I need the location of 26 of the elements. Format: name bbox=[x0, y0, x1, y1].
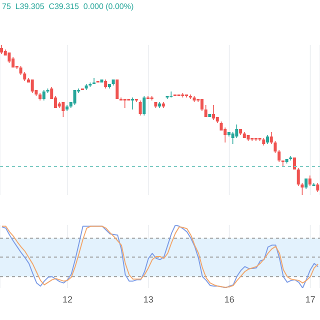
candlestick bbox=[212, 104, 216, 120]
candlestick bbox=[278, 150, 281, 162]
candlestick bbox=[235, 124, 238, 138]
candlestick bbox=[224, 127, 227, 143]
candlestick bbox=[123, 98, 126, 108]
candlestick bbox=[92, 78, 96, 84]
candlestick bbox=[170, 91, 173, 98]
candlestick bbox=[131, 97, 134, 110]
candlestick bbox=[42, 90, 46, 101]
candlestick bbox=[200, 98, 204, 112]
text: 75 L39.305 C39.315 0.000 (0.00%) bbox=[2, 2, 134, 11]
candlestick bbox=[8, 52, 11, 64]
x-tick-label: 13 bbox=[143, 294, 154, 304]
x-tick-label: 12 bbox=[62, 294, 72, 304]
candlestick bbox=[304, 178, 308, 190]
candlestick bbox=[116, 80, 119, 99]
x-tick-label: 17 bbox=[305, 294, 316, 304]
candlestick bbox=[308, 175, 312, 186]
candlestick bbox=[62, 102, 65, 118]
candlestick bbox=[231, 132, 234, 144]
candlestick bbox=[138, 100, 142, 116]
x-tick-label: 16 bbox=[224, 294, 234, 304]
candlestick bbox=[296, 168, 300, 186]
candlestick bbox=[142, 96, 146, 116]
candlestick bbox=[30, 79, 34, 94]
candlestick bbox=[73, 90, 76, 106]
